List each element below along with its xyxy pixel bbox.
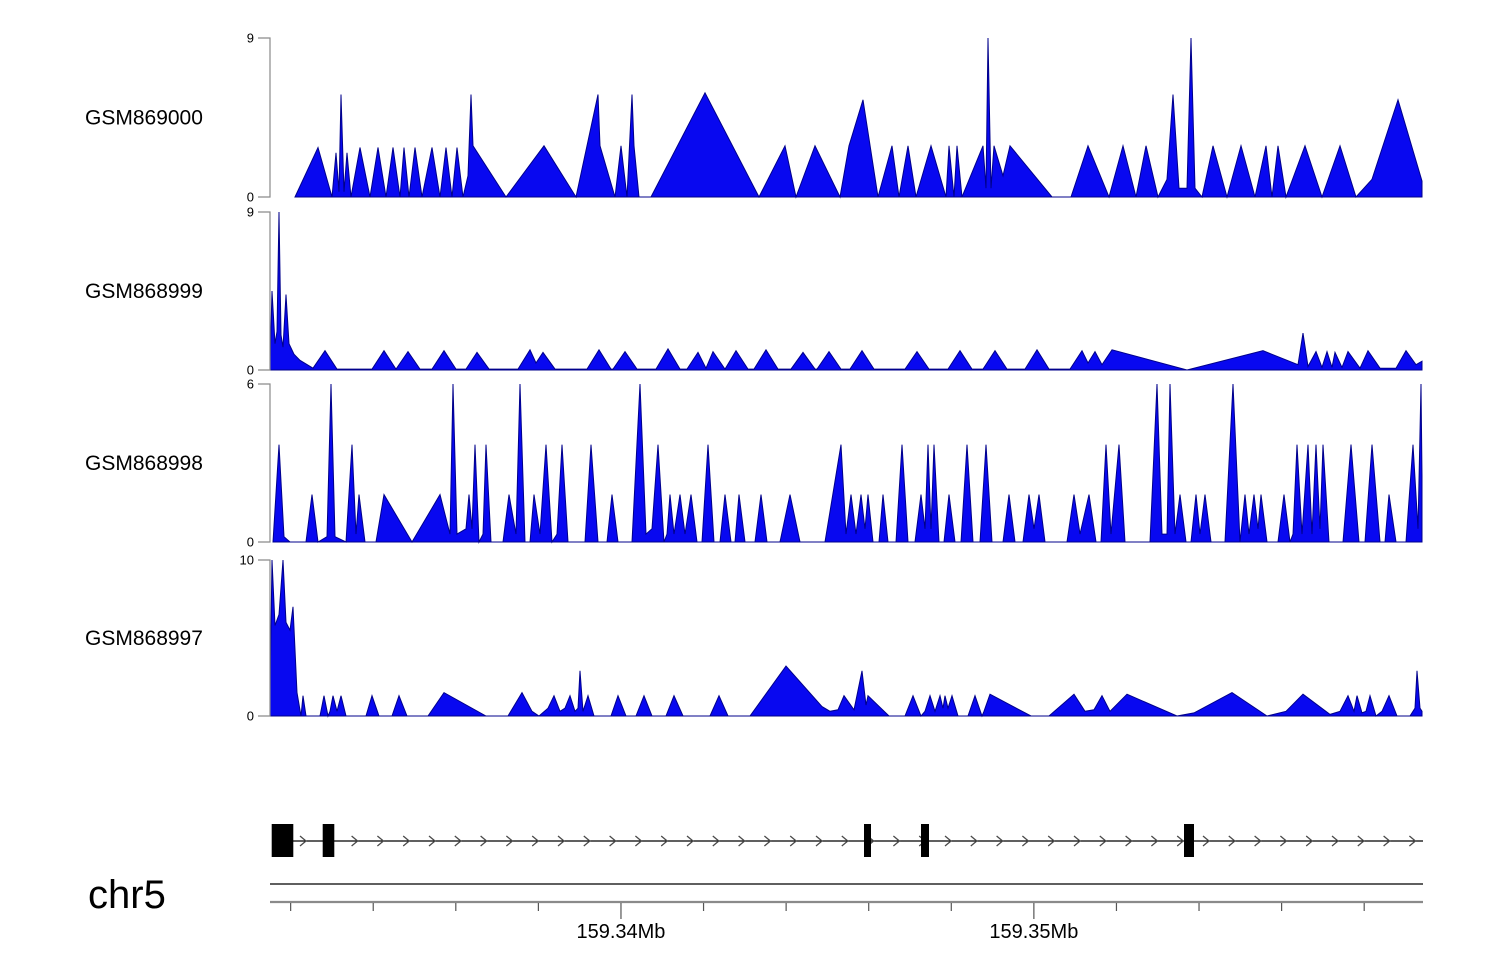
- exon: [1184, 824, 1194, 857]
- strand-arrow-icon: [1073, 835, 1082, 847]
- strand-arrow-icon: [505, 835, 514, 847]
- strand-arrow-icon: [1305, 835, 1314, 847]
- y-axis-max-label: 6: [247, 377, 254, 392]
- strand-arrow-icon: [1047, 835, 1056, 847]
- strand-arrow-icon: [712, 835, 720, 847]
- strand-arrow-icon: [763, 835, 772, 847]
- genome-axis-track: [270, 883, 1423, 919]
- strand-arrow-icon: [996, 835, 1004, 847]
- y-axis: [258, 37, 271, 198]
- exon: [271, 824, 294, 857]
- strand-arrow-icon: [1202, 835, 1211, 847]
- strand-arrow-icon: [815, 835, 824, 847]
- y-axis-max-label: 10: [240, 553, 254, 568]
- coverage-area: [294, 37, 1423, 199]
- strand-arrow-icon: [892, 835, 901, 847]
- strand-arrow-icon: [1383, 835, 1391, 847]
- strand-arrow-icon: [454, 835, 462, 847]
- strand-arrow-icon: [1125, 835, 1133, 847]
- exon: [921, 824, 929, 857]
- x-axis-tick-label: 159.35Mb: [989, 921, 1078, 943]
- coverage-areas: [269, 37, 1423, 718]
- strand-arrow-icon: [1279, 835, 1288, 847]
- strand-arrow-icon: [1357, 835, 1365, 847]
- strand-arrow-icon: [1150, 835, 1159, 847]
- strand-arrow-icon: [1228, 835, 1236, 847]
- y-axis: [258, 211, 271, 371]
- track-label-gsm868998: GSM868998: [85, 452, 203, 475]
- strand-arrow-icon: [480, 835, 488, 847]
- strand-arrow-icon: [841, 835, 849, 847]
- strand-arrow-icon: [609, 835, 617, 847]
- y-axis-min-label: 0: [247, 363, 254, 378]
- strand-arrow-icon: [1099, 835, 1107, 847]
- strand-arrow-icon: [299, 835, 308, 847]
- strand-arrow-icon: [557, 835, 566, 847]
- strand-arrow-icon: [970, 835, 978, 847]
- y-axis-min-label: 0: [247, 535, 254, 550]
- y-axis-min-label: 0: [247, 709, 254, 724]
- y-axis-max-label: 9: [247, 205, 254, 220]
- strand-arrow-icon: [1176, 835, 1185, 847]
- y-axis-min-label: 0: [247, 190, 254, 205]
- strand-arrow-icon: [402, 835, 411, 847]
- strand-arrow-icon: [738, 835, 746, 847]
- strand-arrow-icon: [428, 835, 437, 847]
- strand-arrow-icon: [1408, 835, 1417, 847]
- strand-arrow-icon: [376, 835, 385, 847]
- track-label-gsm868997: GSM868997: [85, 627, 203, 650]
- strand-arrow-icon: [583, 835, 591, 847]
- strand-arrows: [299, 835, 1417, 847]
- strand-arrow-icon: [944, 835, 953, 847]
- y-axis-max-label: 9: [247, 31, 254, 46]
- gene-model-track: [271, 824, 1423, 857]
- track-label-gsm868999: GSM868999: [85, 280, 203, 303]
- coverage-area: [272, 383, 1423, 544]
- coverage-area: [269, 211, 1423, 371]
- y-axes: [258, 37, 271, 717]
- y-axis: [258, 383, 271, 543]
- strand-arrow-icon: [1254, 835, 1262, 847]
- strand-arrow-icon: [660, 835, 669, 847]
- track-label-gsm869000: GSM869000: [85, 107, 203, 130]
- exon: [864, 824, 871, 857]
- x-axis-tick-label: 159.34Mb: [576, 921, 665, 943]
- strand-arrow-icon: [1021, 835, 1030, 847]
- coverage-area: [269, 559, 1423, 718]
- labels: GSM869000 GSM868999 GSM868998 GSM868997 …: [85, 31, 1078, 944]
- exon: [322, 824, 335, 857]
- y-axis: [258, 559, 271, 717]
- strand-arrow-icon: [1331, 835, 1340, 847]
- strand-arrow-icon: [351, 835, 359, 847]
- strand-arrow-icon: [789, 835, 798, 847]
- strand-arrow-icon: [531, 835, 540, 847]
- strand-arrow-icon: [686, 835, 695, 847]
- strand-arrow-icon: [634, 835, 643, 847]
- chromosome-label: chr5: [88, 873, 166, 917]
